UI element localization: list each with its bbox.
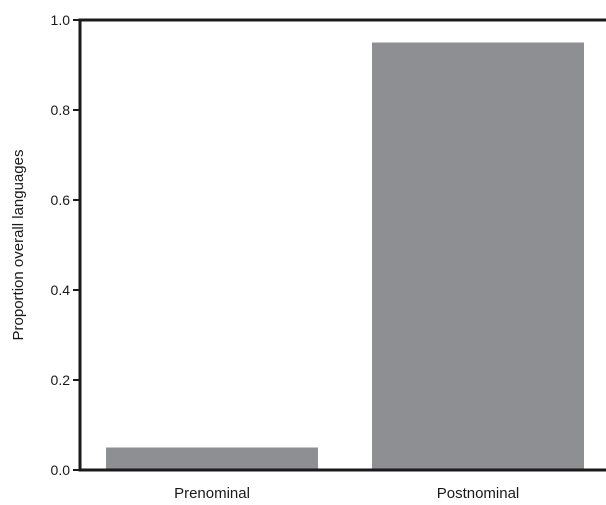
bar-prenominal bbox=[106, 447, 318, 470]
y-axis-title: Proportion overall languages bbox=[10, 150, 27, 341]
x-category-label: Postnominal bbox=[437, 485, 520, 502]
x-category-label: Prenominal bbox=[174, 485, 250, 502]
y-tick-label: 0.4 bbox=[51, 282, 71, 298]
y-tick-label: 0.0 bbox=[51, 462, 71, 478]
y-tick-label: 1.0 bbox=[51, 12, 71, 28]
y-tick-label: 0.6 bbox=[51, 192, 71, 208]
x-labels-group: Prenominal Postnominal bbox=[174, 485, 519, 502]
bar-postnominal bbox=[372, 42, 584, 470]
bars-group bbox=[106, 42, 584, 470]
y-ticks-group: 0.0 0.2 0.4 0.6 0.8 1.0 bbox=[51, 12, 80, 478]
axes-group bbox=[78, 18, 606, 472]
y-tick-label: 0.8 bbox=[51, 102, 71, 118]
y-tick-label: 0.2 bbox=[51, 372, 71, 388]
